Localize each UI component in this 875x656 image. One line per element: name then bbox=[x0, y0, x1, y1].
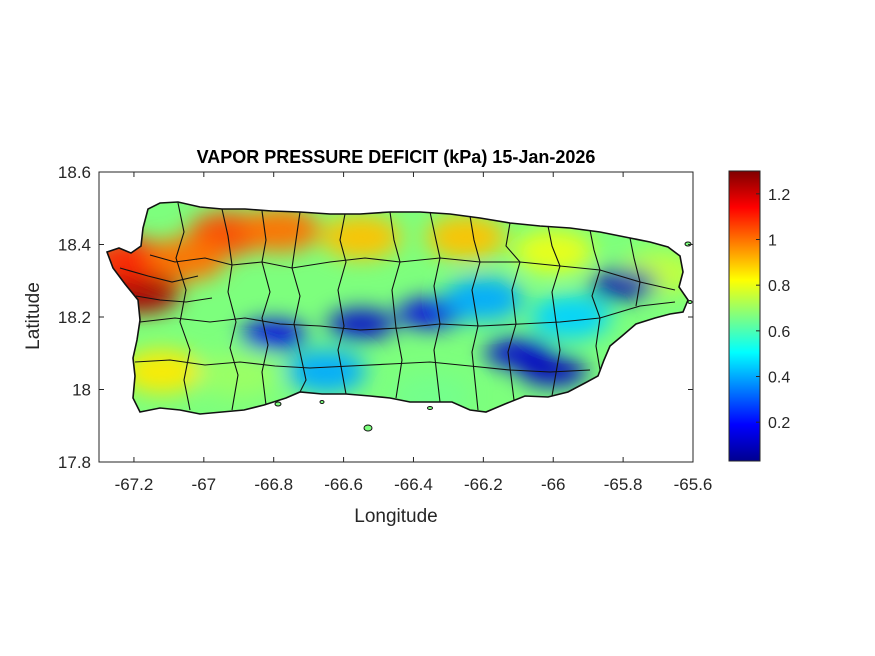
vpd-contour-blob bbox=[121, 349, 202, 394]
colorbar-tick-label: 0.4 bbox=[768, 370, 790, 387]
municipality-border bbox=[119, 267, 199, 283]
municipality-border bbox=[469, 215, 481, 411]
small-islands bbox=[274, 241, 693, 432]
municipality-border bbox=[139, 301, 676, 331]
colorbar-tick-label: 1.2 bbox=[768, 187, 790, 204]
small-island bbox=[687, 300, 693, 304]
municipality-border bbox=[389, 211, 403, 399]
municipality-border bbox=[149, 254, 676, 291]
colorbar-tick-label: 0.6 bbox=[768, 324, 790, 341]
y-axis: 17.8 18 18.2 18.4 18.6 bbox=[58, 163, 693, 472]
vpd-contour-blob bbox=[530, 295, 611, 339]
municipality-border bbox=[291, 211, 307, 393]
x-tick-label: -66.4 bbox=[394, 475, 433, 494]
small-island bbox=[363, 424, 373, 432]
small-island bbox=[274, 401, 282, 407]
colorbar-axis: 0.2 0.4 0.6 0.8 1 1.2 bbox=[756, 187, 790, 432]
municipality-border bbox=[505, 222, 521, 401]
x-tick-label: -67.2 bbox=[115, 475, 154, 494]
municipality-border bbox=[135, 295, 213, 303]
municipality-borders bbox=[119, 202, 676, 411]
vpd-contour-blob bbox=[146, 237, 227, 281]
y-axis-label: Latitude bbox=[23, 282, 44, 350]
colorbar-tick-label: 1 bbox=[768, 233, 777, 250]
vpd-contour-blob bbox=[239, 320, 308, 351]
y-tick-label: 17.8 bbox=[58, 453, 91, 472]
small-island bbox=[319, 400, 325, 404]
vpd-contour-blob bbox=[321, 215, 402, 260]
vpd-field bbox=[107, 202, 688, 414]
x-tick-label: -65.8 bbox=[604, 475, 643, 494]
x-tick-label: -66.6 bbox=[324, 475, 363, 494]
municipality-border bbox=[261, 210, 271, 406]
y-tick-label: 18.6 bbox=[58, 163, 91, 182]
y-tick-label: 18 bbox=[72, 381, 91, 400]
y-tick-label: 18.4 bbox=[58, 236, 91, 255]
vpd-contour-blob bbox=[240, 208, 321, 252]
vpd-contour-blob bbox=[107, 237, 167, 281]
colorbar-tick-label: 0.8 bbox=[768, 278, 790, 295]
municipality-border bbox=[629, 237, 641, 307]
x-tick-label: -67 bbox=[192, 475, 217, 494]
colorbar-tick-label: 0.2 bbox=[768, 415, 790, 432]
municipality-border bbox=[221, 208, 239, 411]
municipality-border bbox=[337, 213, 347, 395]
municipality-border bbox=[429, 211, 441, 403]
x-tick-label: -66 bbox=[541, 475, 566, 494]
municipality-border bbox=[175, 202, 191, 411]
vpd-contour-blob bbox=[589, 269, 658, 300]
x-axis-label: Longitude bbox=[354, 506, 437, 527]
vpd-contour-blob bbox=[198, 353, 279, 397]
vpd-contour-blob bbox=[425, 215, 506, 260]
vpd-contours bbox=[107, 208, 688, 414]
island-coastline bbox=[105, 201, 689, 415]
municipality-border bbox=[589, 229, 601, 371]
small-island bbox=[427, 406, 433, 410]
colorbar bbox=[728, 170, 761, 462]
x-tick-label: -65.6 bbox=[674, 475, 713, 494]
x-tick-label: -66.2 bbox=[464, 475, 503, 494]
vpd-contour-blob bbox=[513, 229, 594, 274]
chart-title: VAPOR PRESSURE DEFICIT (kPa) 15-Jan-2026 bbox=[197, 147, 596, 167]
x-axis: -67.2 -67 -66.8 -66.6 -66.4 -66.2 -66 -65.8 -65.… bbox=[115, 172, 713, 494]
vpd-contour-blob bbox=[443, 276, 524, 321]
x-tick-label: -66.8 bbox=[254, 475, 293, 494]
municipality-border bbox=[547, 225, 561, 397]
y-tick-label: 18.2 bbox=[58, 308, 91, 327]
vpd-contour-blob bbox=[327, 309, 396, 340]
vpd-contour-blob bbox=[286, 349, 367, 394]
